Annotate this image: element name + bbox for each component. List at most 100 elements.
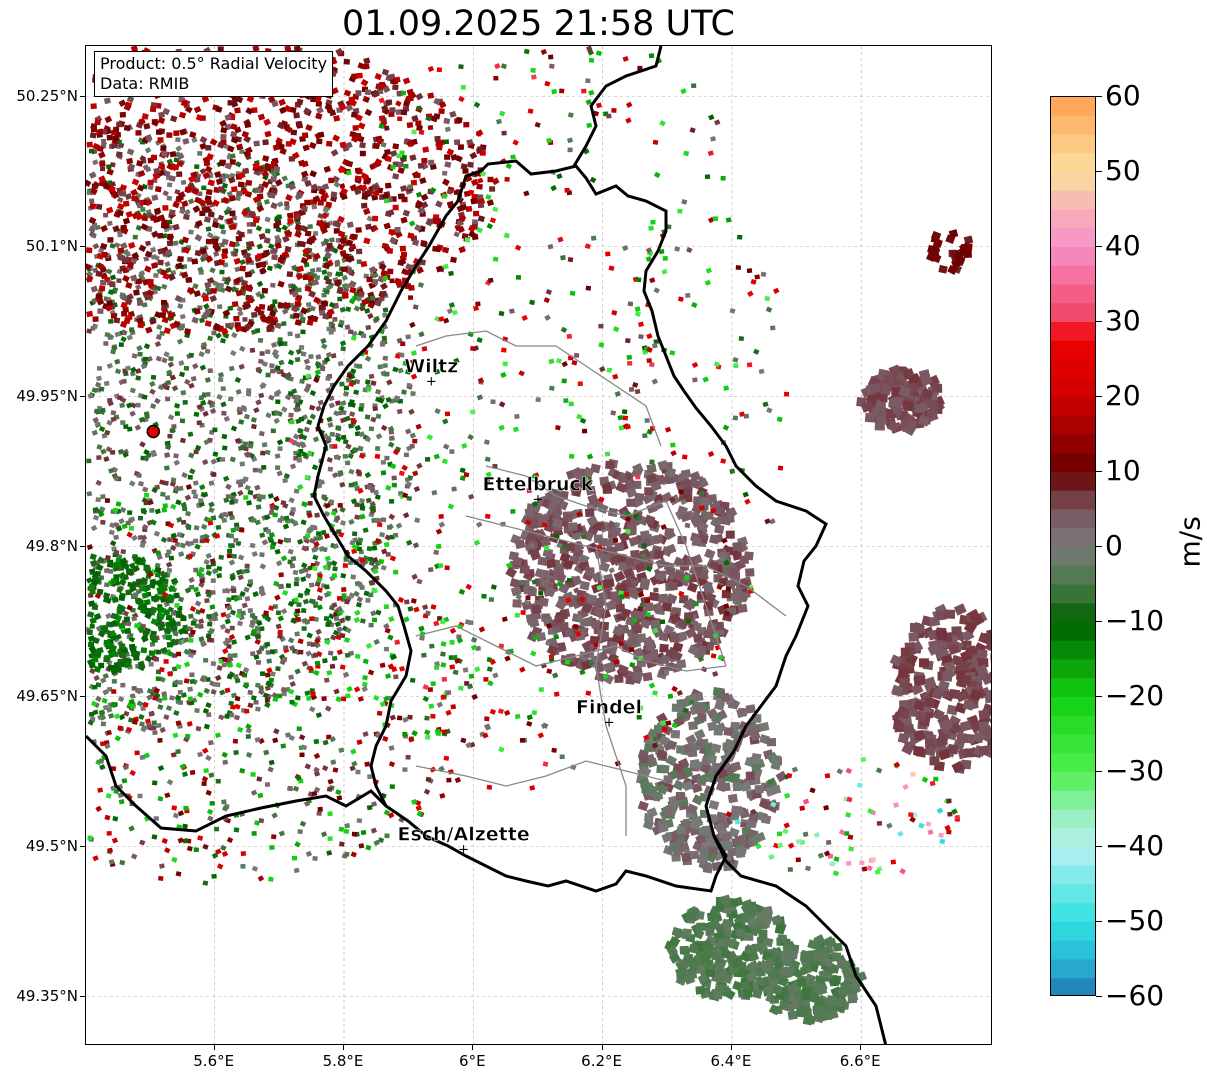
colorbar-segment [1051,228,1095,248]
colorbar-segment [1051,303,1095,323]
lat-tick-mark [80,845,85,847]
colorbar-segment [1051,472,1095,492]
lon-tick-label: 6.2°E [581,1052,623,1070]
colorbar-segment [1051,172,1095,192]
lon-tick-mark [213,1045,215,1050]
colorbar-segment [1051,490,1095,510]
colorbar-tick-label: 30 [1105,304,1141,337]
lat-tick-label: 49.35°N [16,986,78,1005]
colorbar-segment [1051,397,1095,417]
colorbar-segment [1051,772,1095,792]
colorbar-segment [1051,734,1095,754]
city-marker: + [426,375,437,390]
colorbar-segment [1051,509,1095,529]
radar-site-marker [146,424,161,439]
colorbar-tick-mark [1096,96,1102,97]
colorbar-segment [1051,584,1095,604]
colorbar-gradient [1051,97,1095,995]
colorbar-unit-label: m/s [1173,516,1207,568]
colorbar-tick-label: 50 [1105,154,1141,187]
radar-map-canvas: +Wiltz+Ettelbruck+Findel+Esch/Alzette [86,46,991,1044]
city-label: Findel [576,697,642,719]
lon-tick-mark [860,1045,862,1050]
colorbar-tick-mark [1096,546,1102,547]
lat-tick-mark [80,695,85,697]
country-borders [86,46,888,1044]
colorbar-tick-label: −50 [1105,904,1165,937]
colorbar-segment [1051,847,1095,867]
colorbar-tick-label: 40 [1105,229,1141,262]
lat-tick-label: 50.1°N [25,236,78,255]
radar-echoes [86,46,991,1026]
colorbar-segment [1051,115,1095,135]
colorbar-segment [1051,453,1095,473]
lat-tick-mark [80,95,85,97]
colorbar-segment [1051,715,1095,735]
product-label: Product: 0.5° Radial Velocity [100,54,328,73]
lat-tick-label: 49.8°N [25,536,78,555]
colorbar-segment [1051,153,1095,173]
colorbar-tick-label: −10 [1105,604,1165,637]
colorbar-segment [1051,940,1095,960]
colorbar-tick-label: −30 [1105,754,1165,787]
city-label: Ettelbruck [482,474,593,496]
colorbar-segment [1051,265,1095,285]
colorbar-segment [1051,790,1095,810]
city-marker: + [532,493,543,508]
colorbar-segment [1051,959,1095,979]
colorbar-segment [1051,753,1095,773]
colorbar-tick-mark [1096,246,1102,247]
colorbar-segment [1051,359,1095,379]
colorbar-segment [1051,884,1095,904]
canton-borders [415,330,787,836]
colorbar-segment [1051,640,1095,660]
data-source-label: Data: RMIB [100,74,190,93]
colorbar-tick-mark [1096,621,1102,622]
radar-map[interactable]: + Wiltz + Ettelbruck + Findel + Esch/Alzette [85,45,992,1045]
lon-tick-label: 5.6°E [193,1052,235,1070]
lon-tick-label: 6.6°E [839,1052,881,1070]
colorbar-tick-label: −20 [1105,679,1165,712]
lat-tick-mark [80,995,85,997]
colorbar-tick-label: 0 [1105,529,1123,562]
lat-tick-mark [80,545,85,547]
colorbar-tick-label: −60 [1105,979,1165,1012]
lon-tick-mark [730,1045,732,1050]
colorbar-tick-label: 60 [1105,79,1141,112]
colorbar-tick-label: 20 [1105,379,1141,412]
lon-tick-label: 6.4°E [710,1052,752,1070]
colorbar-tick-mark [1096,321,1102,322]
colorbar-tick-mark [1096,471,1102,472]
colorbar-segment [1051,415,1095,435]
velocity-colorbar [1050,96,1096,996]
colorbar-tick-label: 10 [1105,454,1141,487]
colorbar-segment [1051,209,1095,229]
colorbar-tick-mark [1096,396,1102,397]
colorbar-segment [1051,922,1095,942]
map-title: 01.09.2025 21:58 UTC [342,4,735,44]
city-marker: + [604,716,615,731]
colorbar-tick-mark [1096,921,1102,922]
colorbar-tick-mark [1096,846,1102,847]
colorbar-segment [1051,978,1095,995]
product-info-box: Product: 0.5° Radial Velocity Data: RMIB [94,51,334,97]
colorbar-segment [1051,659,1095,679]
colorbar-segment [1051,528,1095,548]
city-marker: + [458,843,469,858]
colorbar-segment [1051,134,1095,154]
colorbar-segment [1051,903,1095,923]
colorbar-segment [1051,97,1095,117]
colorbar-segment [1051,865,1095,885]
belgium-france-germany-border [86,46,888,1044]
lon-tick-label: 6°E [459,1052,486,1070]
colorbar-tick-label: −40 [1105,829,1165,862]
colorbar-segment [1051,622,1095,642]
colorbar-segment [1051,603,1095,623]
lon-tick-mark [601,1045,603,1050]
lon-tick-label: 5.8°E [322,1052,364,1070]
colorbar-tick-mark [1096,996,1102,997]
city-label: Wiltz [404,356,458,378]
colorbar-segment [1051,565,1095,585]
colorbar-segment [1051,434,1095,454]
colorbar-tick-mark [1096,696,1102,697]
